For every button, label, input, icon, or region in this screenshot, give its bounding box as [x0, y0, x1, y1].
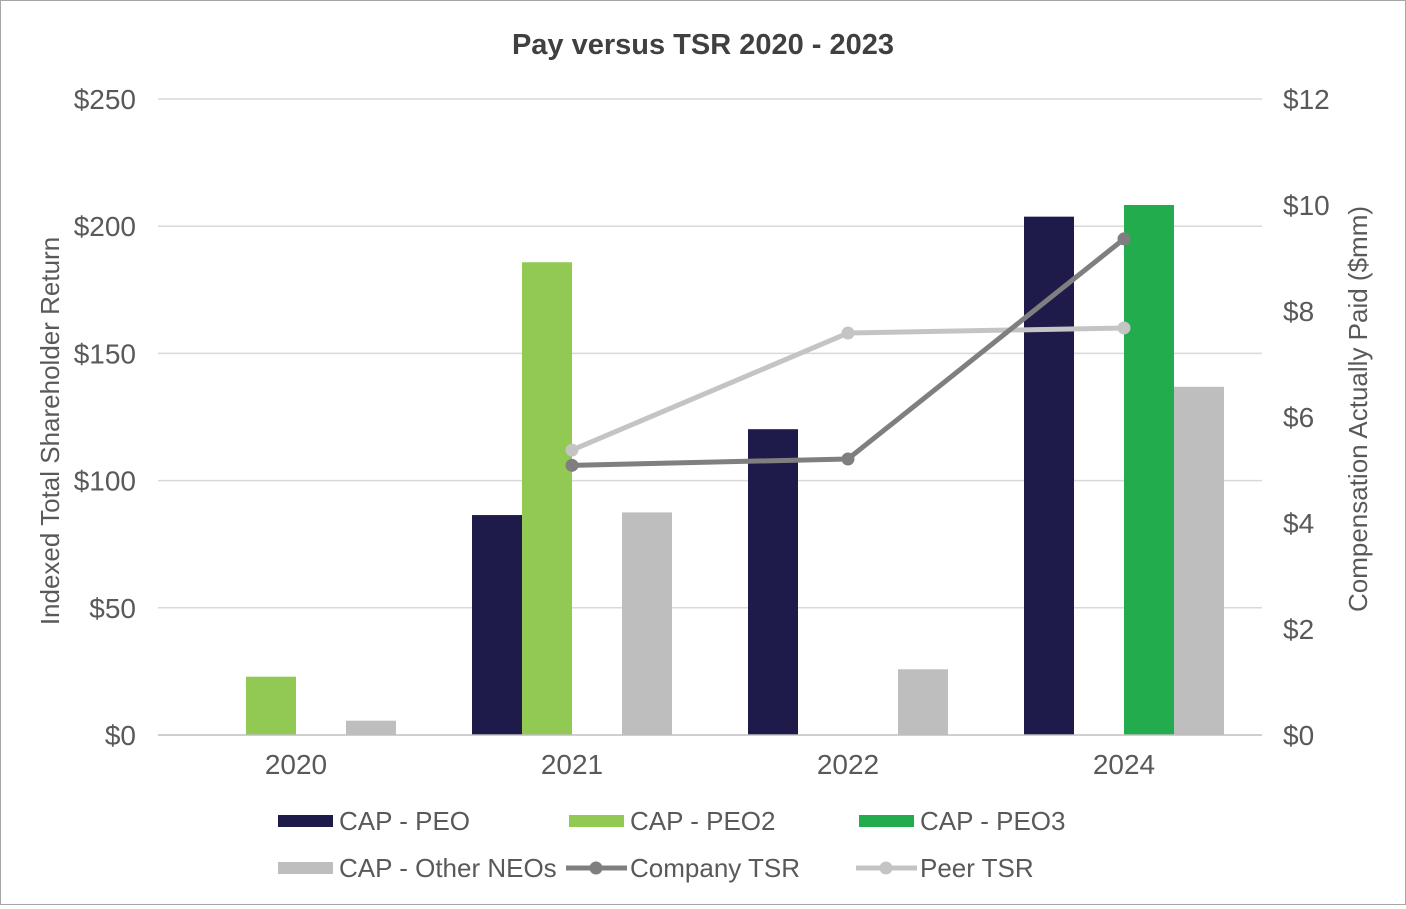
lines	[565, 232, 1131, 472]
left-tick-label: $50	[89, 593, 136, 624]
right-tick-label: $2	[1283, 614, 1314, 645]
legend: CAP - PEO CAP - PEO2 CAP - PEO3 CAP - Other…	[278, 806, 1065, 883]
category-label: 2022	[817, 749, 879, 780]
bar-cap-other-neos-2024	[1174, 386, 1224, 735]
bar-cap-peo2-2020	[246, 676, 296, 735]
bar-cap-peo-2021	[472, 515, 522, 735]
legend-swatch-marker	[589, 861, 603, 875]
right-axis-title: Compensation Actually Paid ($mm)	[1343, 206, 1373, 612]
category-label: 2024	[1093, 749, 1155, 780]
right-tick-label: $4	[1283, 508, 1314, 539]
point-company-tsr	[841, 452, 855, 466]
legend-item-cap-peo: CAP - PEO	[278, 806, 470, 836]
legend-label: Peer TSR	[920, 853, 1034, 883]
legend-item-cap-other-neos: CAP - Other NEOs	[278, 853, 557, 883]
right-axis-ticks: $0 $2 $4 $6 $8 $10 $12	[1283, 84, 1330, 751]
bar-cap-peo-2024	[1024, 216, 1074, 735]
legend-swatch	[278, 815, 333, 827]
bar-cap-other-neos-2022	[898, 669, 948, 735]
left-tick-label: $100	[74, 466, 136, 497]
legend-label: CAP - PEO3	[920, 806, 1065, 836]
left-tick-label: $150	[74, 338, 136, 369]
category-label: 2021	[541, 749, 603, 780]
right-tick-label: $0	[1283, 720, 1314, 751]
legend-swatch	[569, 815, 624, 827]
point-company-tsr	[1117, 232, 1131, 246]
legend-swatch	[859, 815, 914, 827]
left-axis-ticks: $0 $50 $100 $150 $200 $250	[74, 84, 136, 751]
legend-swatch-marker	[879, 861, 893, 875]
bars	[246, 205, 1224, 735]
legend-label: Company TSR	[630, 853, 800, 883]
bar-cap-peo3-2024	[1124, 205, 1174, 735]
legend-item-company-tsr: Company TSR	[566, 853, 800, 883]
legend-label: CAP - PEO2	[630, 806, 775, 836]
left-axis-title: Indexed Total Shareholder Return	[35, 237, 65, 625]
left-tick-label: $200	[74, 211, 136, 242]
left-tick-label: $250	[74, 84, 136, 115]
point-peer-tsr	[565, 443, 579, 457]
legend-swatch	[278, 862, 333, 874]
left-tick-label: $0	[105, 720, 136, 751]
bar-cap-peo2-2021	[522, 262, 572, 735]
legend-label: CAP - Other NEOs	[339, 853, 557, 883]
point-peer-tsr	[841, 326, 855, 340]
legend-item-cap-peo3: CAP - PEO3	[859, 806, 1065, 836]
gridlines	[158, 98, 1262, 609]
right-tick-label: $10	[1283, 190, 1330, 221]
chart-title: Pay versus TSR 2020 - 2023	[512, 29, 894, 61]
right-tick-label: $6	[1283, 402, 1314, 433]
right-tick-label: $12	[1283, 84, 1330, 115]
bar-cap-other-neos-2020	[346, 720, 396, 735]
point-peer-tsr	[1117, 321, 1131, 335]
bar-cap-peo-2022	[748, 429, 798, 735]
category-label: 2020	[265, 749, 327, 780]
category-labels: 2020 2021 2022 2024	[265, 749, 1155, 780]
legend-label: CAP - PEO	[339, 806, 470, 836]
legend-item-cap-peo2: CAP - PEO2	[569, 806, 775, 836]
point-company-tsr	[565, 458, 579, 472]
right-tick-label: $8	[1283, 296, 1314, 327]
legend-item-peer-tsr: Peer TSR	[856, 853, 1034, 883]
bar-cap-other-neos-2021	[622, 512, 672, 735]
